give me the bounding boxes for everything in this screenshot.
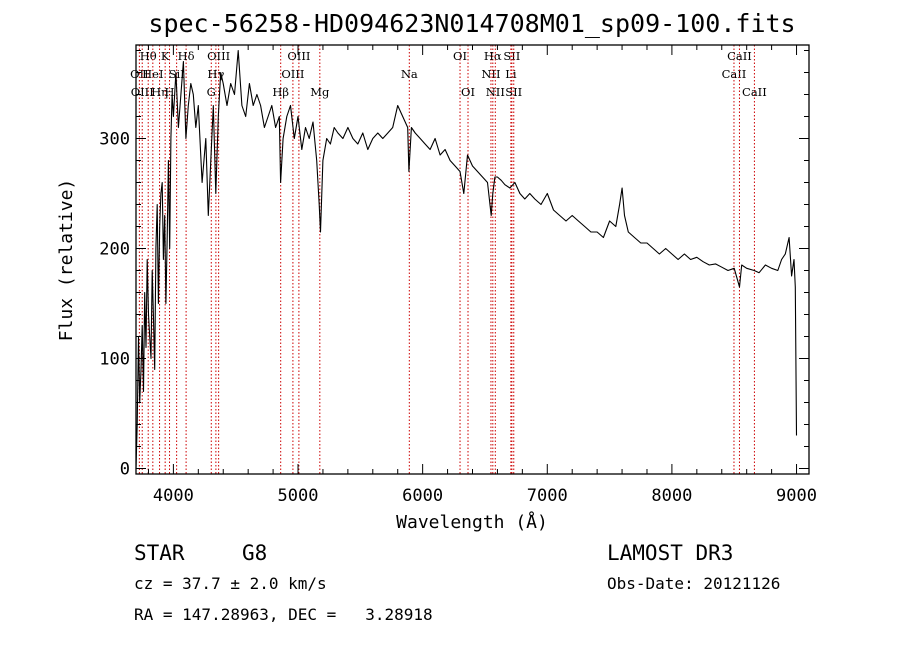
- spectrum-line: [135, 49, 798, 469]
- line-marker-label: Hδ: [178, 49, 195, 63]
- line-marker-label: K: [161, 49, 170, 63]
- spectrum-layer: [135, 49, 798, 469]
- line-marker-label: H: [165, 85, 175, 99]
- x-tick-label: 4000: [153, 486, 194, 506]
- line-marker-label: NII: [486, 85, 505, 99]
- x-tick-label: 5000: [278, 486, 319, 506]
- line-marker-label: CaII: [742, 85, 767, 99]
- line-marker-label: Hβ: [272, 85, 289, 99]
- y-axis-title: Flux (relative): [56, 179, 77, 342]
- x-axis-title: Wavelength (Å): [396, 511, 548, 533]
- line-marker-label: OII: [130, 67, 149, 81]
- x-tick-label: 9000: [776, 486, 817, 506]
- y-tick-label: 100: [99, 350, 130, 370]
- y-tick-label: 200: [99, 240, 130, 260]
- line-marker-label: OIII: [287, 49, 310, 63]
- line-marker-label: SII: [503, 49, 520, 63]
- x-tick-label: 7000: [527, 486, 568, 506]
- line-marker-label: OI: [461, 85, 475, 99]
- line-marker-label: Hα: [484, 49, 502, 63]
- axis-ticks: 4000 5000 6000 7000 8000 9000 0 100 200 300: [99, 45, 817, 506]
- survey-name: LAMOST DR3: [607, 541, 733, 565]
- line-marker-label: HeI: [142, 67, 163, 81]
- line-marker-label: SiI: [169, 67, 185, 81]
- line-marker-label: Hη: [151, 85, 168, 99]
- line-marker-label: OIII: [207, 49, 230, 63]
- line-marker-label: SII: [505, 85, 522, 99]
- line-marker-label: OIII: [281, 67, 304, 81]
- spectral-subclass: G8: [242, 541, 267, 565]
- line-marker-label: Hθ: [140, 49, 157, 63]
- coordinates: RA = 147.28963, DEC = 3.28918: [134, 605, 433, 624]
- line-marker-label: CaII: [722, 67, 747, 81]
- y-tick-label: 0: [120, 460, 130, 480]
- line-marker-label: OI: [453, 49, 467, 63]
- line-marker-layer: OIIOIIIHθHeIHηKHSiIHδGHγOIIIHβOIIIOIIIMg…: [130, 45, 767, 474]
- obs-date: Obs-Date: 20121126: [607, 574, 780, 593]
- x-tick-label: 6000: [402, 486, 443, 506]
- line-marker-label: Li: [505, 67, 517, 81]
- redshift-info: cz = 37.7 ± 2.0 km/s: [134, 574, 327, 593]
- line-marker-label: CaII: [727, 49, 752, 63]
- line-marker-label: NII: [481, 67, 500, 81]
- line-marker-label: Na: [401, 67, 418, 81]
- line-marker-label: G: [207, 85, 216, 99]
- plot-frame: [135, 44, 810, 475]
- line-marker-label: Mg: [310, 85, 330, 99]
- y-tick-label: 300: [99, 130, 130, 150]
- x-tick-label: 8000: [651, 486, 692, 506]
- object-class: STAR: [134, 541, 185, 565]
- chart-title: spec-56258-HD094623N014708M01_sp09-100.f…: [148, 9, 795, 38]
